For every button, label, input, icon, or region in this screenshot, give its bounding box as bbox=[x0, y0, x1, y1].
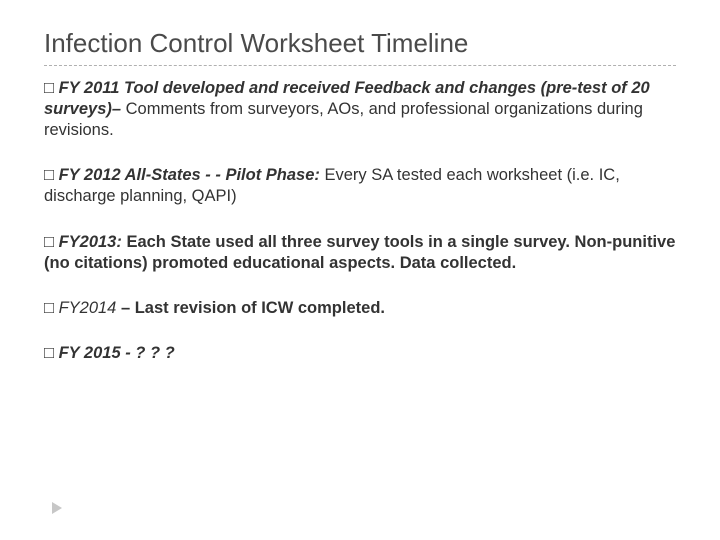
bullet-item: □ FY2013: Each State used all three surv… bbox=[44, 232, 676, 274]
item-lead: FY2014 bbox=[59, 299, 121, 317]
checkbox-icon: □ bbox=[44, 79, 59, 97]
item-tail: Each State used all three survey tools i… bbox=[44, 233, 675, 272]
checkbox-icon: □ bbox=[44, 233, 59, 251]
checkbox-icon: □ bbox=[44, 344, 59, 362]
bullet-item: □ FY2014 – Last revision of ICW complete… bbox=[44, 298, 676, 319]
item-tail: – Last revision of ICW completed. bbox=[121, 299, 385, 317]
bullet-item: □ FY 2012 All-States - - Pilot Phase: Ev… bbox=[44, 165, 676, 207]
item-tail: Comments from surveyors, AOs, and profes… bbox=[44, 100, 643, 139]
bullet-item: □ FY 2011 Tool developed and received Fe… bbox=[44, 78, 676, 141]
slide-title: Infection Control Worksheet Timeline bbox=[44, 28, 676, 66]
checkbox-icon: □ bbox=[44, 299, 59, 317]
arrow-icon bbox=[52, 502, 62, 514]
bullet-item: □ FY 2015 - ? ? ? bbox=[44, 343, 676, 364]
item-lead: FY 2012 All-States - - Pilot Phase: bbox=[59, 166, 325, 184]
checkbox-icon: □ bbox=[44, 166, 59, 184]
item-lead: FY 2015 - ? ? ? bbox=[59, 344, 175, 362]
item-lead: FY2013: bbox=[59, 233, 127, 251]
